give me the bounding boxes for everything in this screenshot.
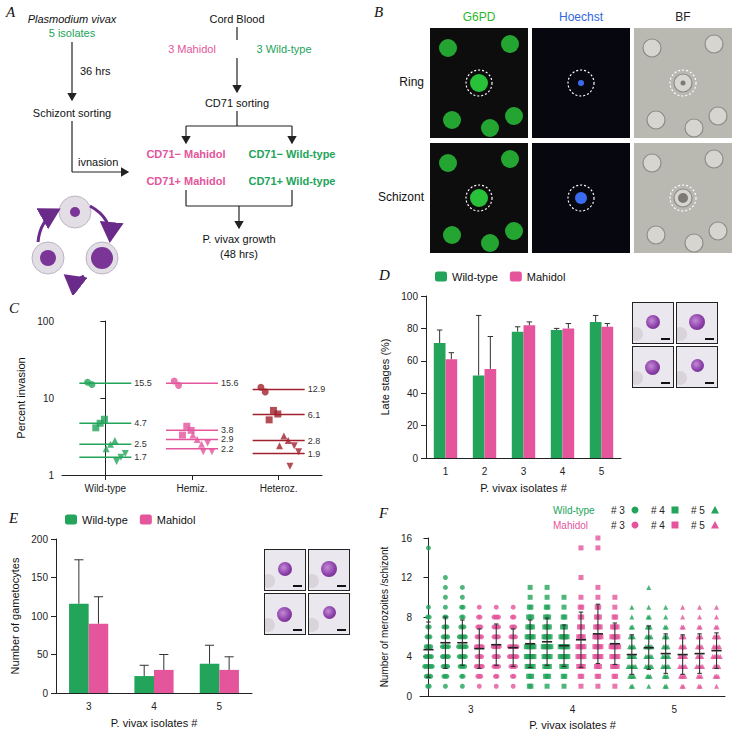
svg-text:F: F xyxy=(378,505,389,521)
svg-text:B: B xyxy=(374,4,383,20)
svg-text:Wild-type: Wild-type xyxy=(553,505,595,516)
svg-text:Percent invasion: Percent invasion xyxy=(15,357,27,438)
svg-text:# 4: # 4 xyxy=(651,520,665,531)
svg-text:CD71+ Wild-type: CD71+ Wild-type xyxy=(248,175,335,187)
svg-text:Wild-type: Wild-type xyxy=(452,271,498,283)
svg-text:3: 3 xyxy=(86,701,92,712)
svg-text:5: 5 xyxy=(217,701,223,712)
svg-text:ivnasion: ivnasion xyxy=(78,156,118,168)
svg-text:Hoechst: Hoechst xyxy=(559,10,604,24)
svg-text:3.8: 3.8 xyxy=(221,425,234,436)
svg-text:1.7: 1.7 xyxy=(134,452,147,462)
svg-text:4.7: 4.7 xyxy=(134,418,147,428)
svg-text:Number of gametocytes: Number of gametocytes xyxy=(9,557,21,674)
svg-text:Plasmodium vivax: Plasmodium vivax xyxy=(28,13,117,25)
svg-text:10: 10 xyxy=(43,393,55,404)
svg-text:4: 4 xyxy=(406,651,412,662)
svg-text:# 3: # 3 xyxy=(611,505,625,516)
svg-text:BF: BF xyxy=(675,10,690,24)
svg-text:8: 8 xyxy=(406,612,412,623)
svg-text:P. vivax isolates #: P. vivax isolates # xyxy=(480,482,568,494)
svg-text:Mahidol: Mahidol xyxy=(527,271,566,283)
svg-text:# 5: # 5 xyxy=(691,505,705,516)
svg-text:CD71+ Mahidol: CD71+ Mahidol xyxy=(146,175,225,187)
svg-text:60: 60 xyxy=(407,355,419,366)
svg-text:5: 5 xyxy=(599,466,605,477)
svg-text:P. vivax isolates #: P. vivax isolates # xyxy=(529,719,617,731)
svg-text:80: 80 xyxy=(407,323,419,334)
svg-text:CD71− Wild-type: CD71− Wild-type xyxy=(248,148,335,160)
svg-text:# 3: # 3 xyxy=(611,520,625,531)
svg-text:(48 hrs): (48 hrs) xyxy=(220,248,258,260)
svg-text:# 4: # 4 xyxy=(651,505,665,516)
svg-text:200: 200 xyxy=(31,534,48,545)
svg-text:1: 1 xyxy=(48,470,54,481)
svg-text:40: 40 xyxy=(407,388,419,399)
svg-text:Late stages (%): Late stages (%) xyxy=(379,338,391,415)
svg-text:2.2: 2.2 xyxy=(221,444,234,454)
svg-text:15.5: 15.5 xyxy=(134,378,152,388)
svg-text:12: 12 xyxy=(401,572,413,583)
svg-text:36 hrs: 36 hrs xyxy=(80,65,111,77)
svg-text:C: C xyxy=(9,300,20,316)
svg-text:100: 100 xyxy=(401,291,418,302)
svg-text:2.5: 2.5 xyxy=(134,439,147,449)
svg-text:3 Mahidol: 3 Mahidol xyxy=(168,43,216,55)
svg-text:Schizont: Schizont xyxy=(378,190,425,204)
svg-text:4: 4 xyxy=(570,704,576,715)
svg-text:50: 50 xyxy=(37,649,49,660)
svg-text:6.1: 6.1 xyxy=(308,410,321,420)
svg-text:4: 4 xyxy=(560,466,566,477)
svg-text:15.6: 15.6 xyxy=(221,378,239,388)
svg-text:P. vivax isolates #: P. vivax isolates # xyxy=(111,717,199,729)
svg-text:Wild-type: Wild-type xyxy=(82,514,128,526)
svg-text:0: 0 xyxy=(406,691,412,702)
svg-text:# 5: # 5 xyxy=(691,520,705,531)
svg-text:100: 100 xyxy=(31,611,48,622)
svg-text:2.9: 2.9 xyxy=(221,434,234,445)
svg-text:A: A xyxy=(5,4,16,20)
svg-text:100: 100 xyxy=(37,316,54,327)
svg-text:5 isolates: 5 isolates xyxy=(49,27,96,39)
svg-text:2: 2 xyxy=(482,466,488,477)
svg-text:CD71 sorting: CD71 sorting xyxy=(205,97,269,109)
svg-text:D: D xyxy=(378,267,390,283)
svg-text:P. vivax growth: P. vivax growth xyxy=(202,233,275,245)
svg-text:CD71− Mahidol: CD71− Mahidol xyxy=(146,148,225,160)
svg-text:Number of merozoites /schizont: Number of merozoites /schizont xyxy=(379,547,390,688)
svg-text:G6PD: G6PD xyxy=(463,10,496,24)
svg-text:3: 3 xyxy=(521,466,527,477)
svg-text:1: 1 xyxy=(443,466,449,477)
svg-text:Heteroz.: Heteroz. xyxy=(260,483,298,494)
svg-text:0: 0 xyxy=(412,453,418,464)
svg-text:E: E xyxy=(8,510,18,526)
svg-text:1.9: 1.9 xyxy=(308,449,321,459)
svg-text:5: 5 xyxy=(671,704,677,715)
svg-text:0: 0 xyxy=(42,688,48,699)
svg-text:Ring: Ring xyxy=(399,75,424,89)
svg-text:Mahidol: Mahidol xyxy=(553,520,588,531)
svg-text:Schizont sorting: Schizont sorting xyxy=(33,107,111,119)
svg-text:3: 3 xyxy=(468,704,474,715)
svg-text:2.8: 2.8 xyxy=(308,436,321,446)
svg-text:12.9: 12.9 xyxy=(308,384,326,394)
svg-text:150: 150 xyxy=(31,572,48,583)
svg-text:4: 4 xyxy=(151,701,157,712)
svg-text:3 Wild-type: 3 Wild-type xyxy=(256,43,311,55)
svg-text:Cord Blood: Cord Blood xyxy=(209,13,264,25)
svg-text:Hemiz.: Hemiz. xyxy=(176,483,207,494)
svg-text:20: 20 xyxy=(407,420,419,431)
svg-text:16: 16 xyxy=(401,533,413,544)
svg-text:Wild-type: Wild-type xyxy=(84,483,126,494)
svg-text:Mahidol: Mahidol xyxy=(157,514,196,526)
